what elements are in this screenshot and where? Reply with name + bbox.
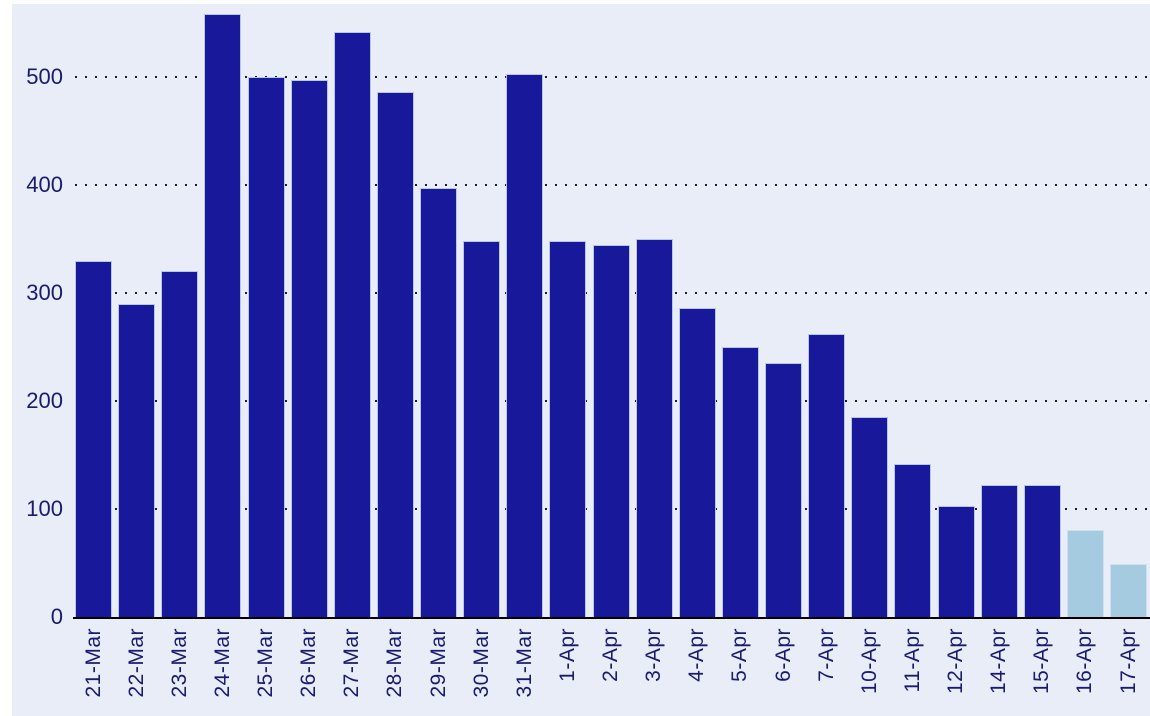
bar-21-Mar xyxy=(75,261,112,617)
bar-10-Apr xyxy=(851,417,889,617)
bar-31-Mar xyxy=(506,74,544,617)
x-tick-label-10-Apr: 10-Apr xyxy=(857,628,881,695)
x-tick-label-31-Mar: 31-Mar xyxy=(512,628,536,698)
gridline-400 xyxy=(75,184,1150,186)
bar-7-Apr xyxy=(808,334,846,617)
bar-2-Apr xyxy=(592,245,630,617)
x-tick-label-1-Apr: 1-Apr xyxy=(555,628,579,682)
x-tick-label-21-Mar: 21-Mar xyxy=(81,628,105,698)
x-tick-label-16-Apr: 16-Apr xyxy=(1073,628,1097,695)
bar-15-Apr xyxy=(1023,485,1061,617)
bar-17-Apr xyxy=(1110,564,1147,617)
bar-22-Mar xyxy=(118,304,156,617)
y-tick-label-0: 0 xyxy=(50,604,63,629)
x-tick-label-6-Apr: 6-Apr xyxy=(771,628,795,682)
bar-14-Apr xyxy=(980,485,1018,617)
bar-12-Apr xyxy=(937,506,975,617)
gridline-500 xyxy=(75,76,1150,78)
x-tick-label-7-Apr: 7-Apr xyxy=(814,628,838,682)
bar-11-Apr xyxy=(894,464,932,617)
bar-25-Mar xyxy=(247,77,285,617)
x-tick-label-30-Mar: 30-Mar xyxy=(469,628,493,698)
x-tick-label-28-Mar: 28-Mar xyxy=(383,628,407,698)
x-tick-label-26-Mar: 26-Mar xyxy=(297,628,321,698)
x-tick-label-22-Mar: 22-Mar xyxy=(124,628,148,698)
bar-4-Apr xyxy=(678,308,716,617)
bar-26-Mar xyxy=(290,80,328,617)
y-tick-label-300: 300 xyxy=(26,280,63,305)
x-tick-label-24-Mar: 24-Mar xyxy=(210,628,234,698)
x-tick-label-3-Apr: 3-Apr xyxy=(642,628,666,682)
y-tick-label-400: 400 xyxy=(26,172,63,197)
x-tick-label-14-Apr: 14-Apr xyxy=(987,628,1011,695)
x-tick-label-15-Apr: 15-Apr xyxy=(1030,628,1054,695)
bar-23-Mar xyxy=(161,271,199,617)
x-axis-labels: 21-Mar 22-Mar 23-Mar 24-Mar 25-Mar 26-Mar 27-M… xyxy=(75,628,1147,714)
bar-30-Mar xyxy=(463,241,501,617)
x-tick-label-5-Apr: 5-Apr xyxy=(728,628,752,682)
bars-container xyxy=(75,0,1147,617)
bar-16-Apr xyxy=(1066,530,1104,617)
x-tick-label-2-Apr: 2-Apr xyxy=(599,628,622,682)
x-axis-line xyxy=(73,617,1150,619)
x-tick-label-4-Apr: 4-Apr xyxy=(685,628,709,682)
x-tick-label-17-Apr: 17-Apr xyxy=(1116,628,1140,695)
x-tick-label-11-Apr: 11-Apr xyxy=(900,628,924,693)
x-tick-label-29-Mar: 29-Mar xyxy=(426,628,450,698)
x-tick-label-23-Mar: 23-Mar xyxy=(167,628,191,698)
bar-5-Apr xyxy=(721,347,759,617)
bar-3-Apr xyxy=(635,239,673,617)
bar-24-Mar xyxy=(204,14,242,617)
bar-1-Apr xyxy=(549,241,587,617)
bar-6-Apr xyxy=(765,363,802,617)
y-tick-label-500: 500 xyxy=(26,64,63,89)
x-tick-label-25-Mar: 25-Mar xyxy=(254,628,277,698)
x-tick-label-12-Apr: 12-Apr xyxy=(944,628,967,695)
bar-28-Mar xyxy=(376,92,414,617)
bar-27-Mar xyxy=(333,32,371,617)
bar-29-Mar xyxy=(420,188,457,617)
x-tick-label-27-Mar: 27-Mar xyxy=(340,628,364,698)
y-tick-label-200: 200 xyxy=(26,388,63,413)
y-tick-label-100: 100 xyxy=(26,496,63,521)
